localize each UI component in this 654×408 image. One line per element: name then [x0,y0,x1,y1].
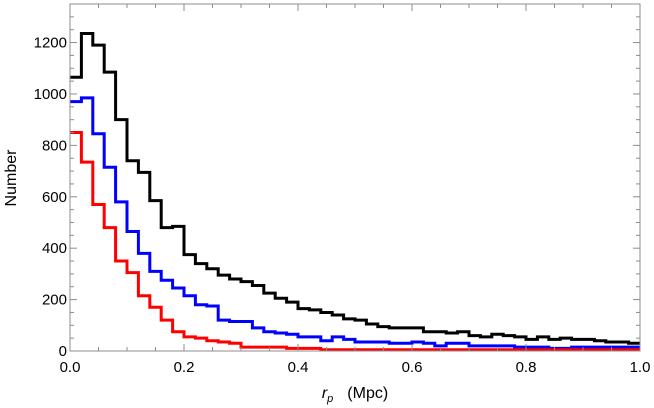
x-tick-label: 0.4 [288,359,309,376]
x-axis-unit: (Mpc) [347,385,388,402]
x-tick-label: 0.8 [516,359,537,376]
series-line-0 [70,32,640,345]
series-line-1 [70,96,640,350]
tick-labels-layer: 0.0 0.2 0.4 0.6 0.8 1.0 0 200 400 600 800 1000 1200 [34,35,651,376]
y-axis-label: Number [3,149,20,207]
x-tick-label: 0.0 [60,359,81,376]
x-tick-label: 0.6 [402,359,423,376]
y-tick-label: 0 [59,343,67,360]
ticks-layer [69,3,641,352]
series-line-2 [70,131,640,352]
x-axis-label: rp (Mpc) [322,385,388,405]
plot-frame [69,3,641,352]
x-tick-label: 0.2 [174,359,195,376]
y-tick-label: 1000 [34,86,67,103]
x-axis-symbol: r [322,385,328,402]
y-tick-label: 400 [42,240,67,257]
y-tick-label: 800 [42,137,67,154]
y-tick-label: 200 [42,292,67,309]
series-layer [70,32,640,352]
y-tick-label: 600 [42,189,67,206]
y-tick-label: 1200 [34,35,67,52]
x-axis-subscript: p [326,393,333,405]
x-tick-label: 1.0 [630,359,651,376]
